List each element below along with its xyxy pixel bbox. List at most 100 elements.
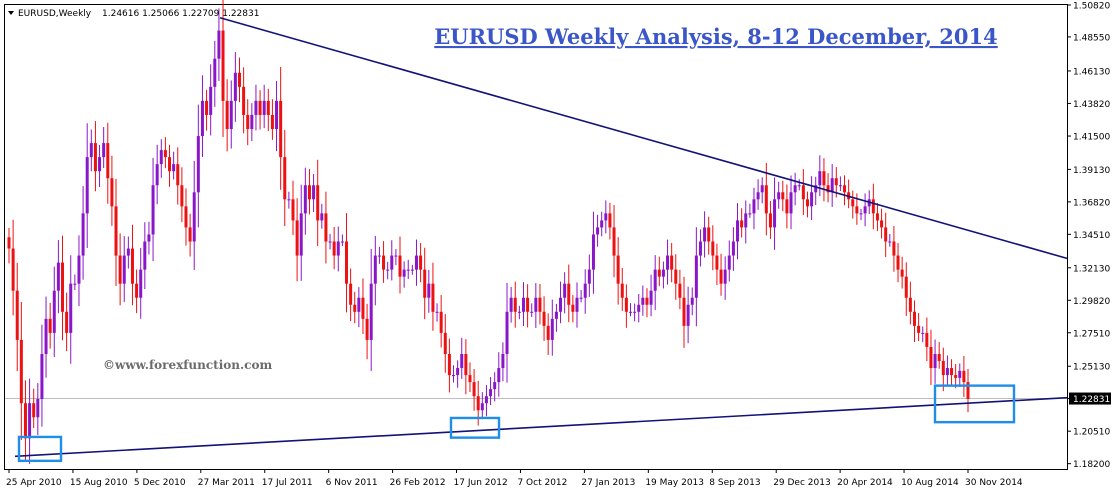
- trendline-group: [14, 16, 1068, 458]
- candle: [880, 208, 884, 239]
- candle: [715, 243, 719, 285]
- candle: [892, 226, 896, 272]
- candle: [616, 237, 620, 305]
- candle: [954, 364, 958, 389]
- candle: [546, 313, 550, 355]
- candle: [345, 213, 349, 313]
- candle: [826, 173, 830, 203]
- candle: [645, 288, 649, 318]
- candle: [571, 295, 575, 323]
- candle: [307, 169, 311, 215]
- candle: [328, 233, 332, 250]
- candle: [612, 204, 616, 278]
- candle: [567, 264, 571, 323]
- candle: [258, 90, 262, 130]
- candle: [760, 177, 764, 204]
- candle: [44, 296, 48, 378]
- candle: [917, 313, 921, 342]
- candle: [180, 167, 184, 223]
- candle: [818, 155, 822, 197]
- candle: [151, 157, 155, 262]
- candle: [28, 378, 32, 464]
- candle: [452, 365, 456, 383]
- candle: [604, 200, 608, 234]
- candle: [155, 144, 159, 205]
- candle: [768, 200, 772, 239]
- candle: [65, 292, 69, 352]
- candle: [550, 299, 554, 356]
- dropdown-triangle-icon[interactable]: [8, 11, 14, 15]
- candle: [649, 274, 653, 317]
- candle: [443, 314, 447, 373]
- candle: [209, 64, 213, 136]
- candle: [410, 264, 414, 275]
- candle: [163, 137, 167, 169]
- candle: [497, 352, 501, 397]
- candle: [460, 337, 464, 379]
- x-tick-label: 7 Oct 2012: [517, 478, 567, 488]
- candle: [340, 234, 344, 247]
- candle: [945, 355, 949, 386]
- candle: [933, 339, 937, 384]
- candle: [365, 303, 369, 360]
- candle: [843, 175, 847, 206]
- candle: [517, 305, 521, 320]
- x-tick-label: 10 Aug 2014: [901, 478, 959, 488]
- candle: [254, 84, 258, 131]
- candle: [472, 369, 476, 411]
- candle: [608, 202, 612, 240]
- x-tick-label: 29 Dec 2013: [773, 478, 831, 488]
- candle: [159, 139, 163, 178]
- candle: [731, 227, 735, 271]
- candle: [666, 239, 670, 285]
- candle: [575, 282, 579, 328]
- candle: [521, 282, 525, 327]
- candle: [402, 261, 406, 288]
- candle: [740, 208, 744, 238]
- candle: [464, 339, 468, 395]
- candle: [398, 236, 402, 294]
- candle: [863, 193, 867, 227]
- trendline-support: [14, 396, 1068, 458]
- candle: [810, 176, 814, 221]
- candle: [324, 191, 328, 264]
- candle: [538, 283, 542, 325]
- candle: [69, 255, 73, 364]
- candle: [98, 144, 102, 188]
- candle: [925, 317, 929, 362]
- candle: [789, 175, 793, 230]
- candle: [118, 233, 122, 306]
- highlight-box: [17, 435, 63, 463]
- y-tick-label: 1.18200: [1073, 460, 1110, 470]
- candle: [686, 286, 690, 344]
- candle: [559, 281, 563, 324]
- candle: [435, 303, 439, 322]
- candle: [312, 173, 316, 212]
- candle: [703, 211, 707, 258]
- candle: [489, 377, 493, 406]
- candle: [719, 253, 723, 296]
- candle: [805, 191, 809, 218]
- candle: [23, 380, 27, 462]
- candle: [624, 284, 628, 328]
- x-tick-label: 25 Apr 2010: [6, 478, 62, 488]
- candle: [114, 178, 118, 287]
- y-tick-label: 1.36820: [1073, 198, 1110, 208]
- candle: [110, 155, 114, 226]
- candle: [727, 240, 731, 282]
- candle: [620, 267, 624, 311]
- candle: [184, 188, 188, 246]
- candle: [439, 295, 443, 348]
- candle: [822, 158, 826, 202]
- candle: [628, 303, 632, 317]
- candle: [900, 256, 904, 289]
- candle: [958, 363, 962, 387]
- candle: [295, 198, 299, 282]
- candle: [262, 84, 266, 129]
- y-tick-label: 1.48550: [1073, 33, 1110, 43]
- candle: [661, 261, 665, 289]
- y-tick-label: 1.50820: [1073, 2, 1110, 12]
- candle: [357, 287, 361, 328]
